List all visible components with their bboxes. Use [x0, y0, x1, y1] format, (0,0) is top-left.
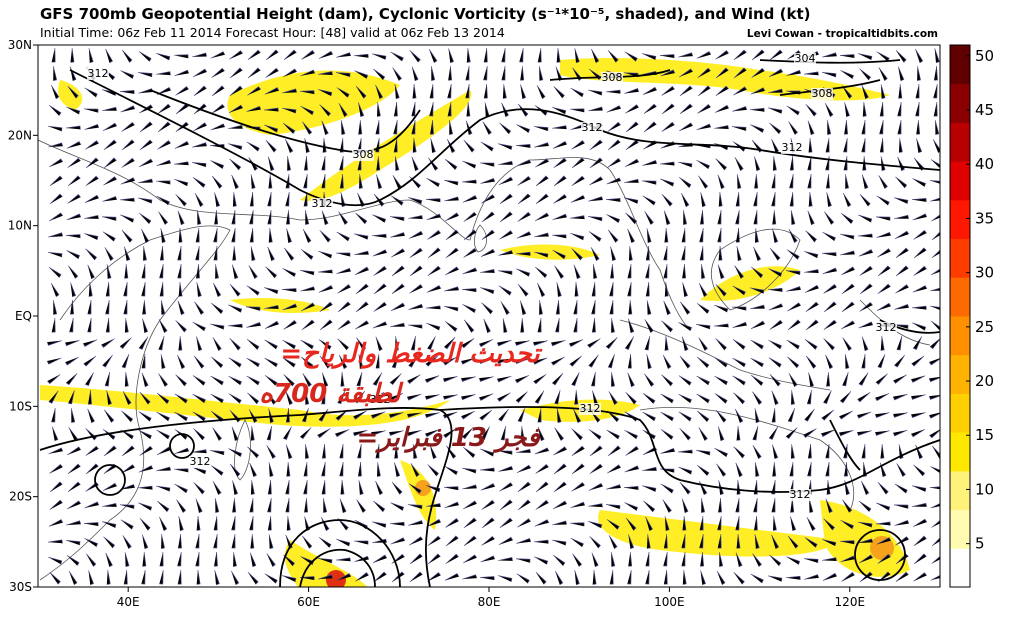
contour-label-bg — [789, 489, 811, 501]
colorbar-segment — [950, 238, 970, 278]
contour-label-bg — [781, 142, 803, 154]
credit: Levi Cowan - tropicaltidbits.com — [747, 28, 938, 40]
lat-label: 30S — [9, 580, 32, 594]
lon-label: 80E — [478, 595, 501, 609]
lon-label: 60E — [297, 595, 320, 609]
contour-label-bg — [875, 322, 897, 334]
map-layers: 312 308 304 308 312 312 308 312 312 312 312 312 312 — [38, 47, 940, 587]
contour-label-bg — [311, 198, 333, 210]
contour-label-bg — [794, 53, 816, 65]
title: GFS 700mb Geopotential Height (dam), Cyc… — [40, 5, 811, 23]
contour-label-bg — [352, 149, 374, 161]
contour-label: 312 — [876, 321, 897, 334]
colorbar-segment — [950, 470, 970, 511]
colorbar-segment — [950, 45, 970, 85]
contour-label: 312 — [580, 402, 601, 415]
contour-label: 312 — [582, 121, 603, 134]
colorbar-label: 25 — [975, 318, 994, 336]
contour-label: 312 — [190, 455, 211, 468]
colorbar-segment — [950, 83, 970, 123]
colorbar-label: 15 — [975, 426, 994, 444]
wind-barbs — [46, 47, 940, 586]
lat-label: 20S — [9, 490, 32, 504]
lon-label: 40E — [117, 595, 140, 609]
lat-label: 20N — [8, 128, 32, 142]
contour-label: 312 — [370, 393, 391, 406]
colorbar-label: 40 — [975, 155, 994, 173]
overlay-line: لطبقة 700ه — [259, 379, 403, 409]
contour-labels: 312 308 304 308 312 312 308 312 312 312 312 312 312 — [87, 52, 897, 501]
colorbar-segment — [950, 393, 970, 433]
colorbar-label: 10 — [975, 480, 994, 498]
colorbar-label: 50 — [975, 47, 994, 65]
contour-label-bg — [581, 122, 603, 134]
colorbar-segment — [950, 509, 970, 549]
colorbar-segment — [950, 432, 970, 472]
overlay-line: =تحديث الضغط والرياح — [280, 339, 543, 369]
contour-label-bg — [87, 68, 109, 80]
colorbar-segment — [950, 199, 970, 240]
colorbar-segment — [950, 316, 970, 356]
overlay-line: =فجر 13 فبراير — [356, 423, 541, 453]
lat-label: 30N — [8, 38, 32, 52]
colorbar-segment — [950, 548, 970, 588]
contour-label: 304 — [795, 52, 816, 65]
contour-label: 312 — [790, 488, 811, 501]
contour-label-bg — [369, 394, 391, 406]
colorbar-label: 5 — [975, 535, 985, 553]
colorbar-label: 45 — [975, 101, 994, 119]
contour-label: 312 — [88, 67, 109, 80]
colorbar-frame — [949, 44, 971, 588]
lon-label: 100E — [654, 595, 685, 609]
contour-label: 308 — [602, 71, 623, 84]
lon-label: 120E — [835, 595, 866, 609]
colorbar-segment — [950, 354, 970, 394]
colorbar-segment — [950, 122, 970, 162]
colorbar-label: 20 — [975, 372, 994, 390]
colorbar-label: 30 — [975, 264, 994, 282]
lat-label: 10S — [9, 399, 32, 413]
contour-label-bg — [601, 72, 623, 84]
colorbar-segment — [950, 277, 970, 317]
colorbar: 5 10 15 20 25 30 35 40 45 50 — [949, 44, 994, 588]
contour-label: 312 — [782, 141, 803, 154]
colorbar-segment — [950, 161, 970, 201]
contour-label-bg — [579, 403, 601, 415]
subtitle: Initial Time: 06z Feb 11 2014 Forecast H… — [40, 25, 505, 40]
lat-label: 10N — [8, 219, 32, 233]
contour-label-bg — [811, 88, 833, 100]
contour-label: 308 — [353, 148, 374, 161]
contour-label: 308 — [812, 87, 833, 100]
contour-label: 312 — [312, 197, 333, 210]
lat-label: EQ — [15, 309, 32, 323]
contour-label-bg — [189, 456, 211, 468]
colorbar-label: 35 — [975, 209, 994, 227]
